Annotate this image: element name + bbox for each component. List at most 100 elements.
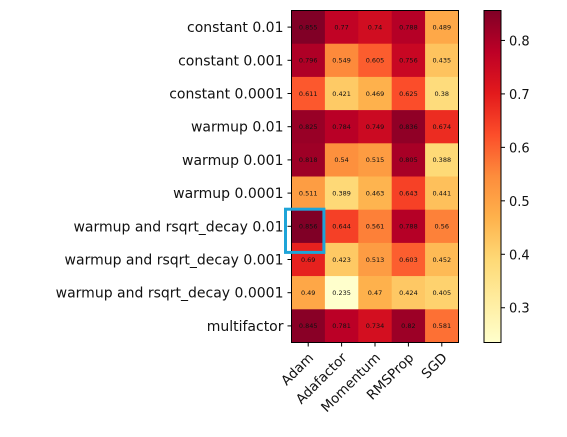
cell-value-label: 0.388 — [432, 156, 451, 164]
heatmap-cell — [425, 10, 459, 44]
cell-value-label: 0.818 — [299, 156, 318, 164]
cell-value-label: 0.805 — [399, 156, 418, 164]
heatmap-cell — [425, 76, 459, 111]
heatmap-cell — [425, 242, 459, 277]
row-label: multifactor — [207, 319, 284, 335]
cell-value-label: 0.855 — [299, 23, 318, 31]
heatmap-cell — [358, 176, 392, 210]
cell-value-label: 0.796 — [299, 57, 318, 65]
cell-value-label: 0.781 — [332, 322, 351, 330]
cell-value-label: 0.69 — [301, 256, 315, 264]
colorbar-tick-label: 0.4 — [509, 248, 530, 263]
heatmap-cell — [291, 76, 326, 111]
colorbar-gradient — [483, 10, 502, 343]
heatmap-cell — [291, 309, 326, 343]
heatmap-cell — [324, 242, 359, 277]
cell-value-label: 0.389 — [332, 189, 351, 197]
cell-value-label: 0.56 — [435, 223, 449, 231]
cell-value-label: 0.511 — [299, 189, 318, 197]
cell-value-label: 0.756 — [399, 57, 418, 65]
cell-value-label: 0.405 — [432, 289, 451, 297]
heatmap-cell — [425, 276, 459, 310]
heatmap-cell — [291, 10, 326, 44]
heatmap-cell — [391, 143, 426, 177]
cell-value-label: 0.603 — [399, 256, 418, 264]
heatmap-cell — [358, 309, 392, 343]
cell-value-label: 0.611 — [299, 90, 318, 98]
heatmap-cell — [391, 76, 426, 111]
heatmap-cell — [291, 143, 326, 177]
cell-value-label: 0.845 — [299, 322, 318, 330]
cell-value-label: 0.625 — [399, 90, 418, 98]
heatmap-cell — [291, 176, 326, 210]
heatmap-cell — [291, 209, 326, 244]
row-label: warmup 0.0001 — [173, 186, 283, 202]
heatmap-cell — [391, 309, 426, 343]
heatmap-cells — [291, 10, 459, 343]
cell-value-label: 0.38 — [435, 90, 449, 98]
cell-value-label: 0.49 — [301, 289, 315, 297]
cell-value-label: 0.825 — [299, 123, 318, 131]
heatmap-cell — [324, 143, 359, 177]
column-label: SGD — [418, 350, 450, 382]
heatmap-cell — [391, 276, 426, 310]
row-label: warmup and rsqrt_decay 0.001 — [65, 253, 284, 269]
cell-value-label: 0.549 — [332, 57, 351, 65]
cell-value-label: 0.734 — [366, 322, 385, 330]
colorbar: 0.3 0.4 0.5 0.6 0.7 0.8 — [483, 10, 530, 343]
cell-value-label: 0.463 — [366, 189, 385, 197]
cell-value-label: 0.856 — [299, 223, 318, 231]
cell-value-label: 0.469 — [366, 90, 385, 98]
heatmap-cell — [358, 242, 392, 277]
highlight-box — [284, 207, 326, 254]
cell-value-label: 0.74 — [368, 23, 382, 31]
heatmap-cell-labels: 0.855 0.77 0.74 0.788 0.489 0.796 0.549 0.605 0.… — [299, 23, 451, 330]
heatmap-cell — [358, 209, 392, 244]
cell-value-label: 0.424 — [399, 289, 418, 297]
cell-value-label: 0.788 — [399, 23, 418, 31]
colorbar-tick-label: 0.6 — [509, 141, 530, 156]
row-labels: constant 0.01 constant 0.001 constant 0.00… — [56, 20, 292, 335]
heatmap-cell — [425, 209, 459, 244]
heatmap-cell — [291, 242, 326, 277]
row-label: warmup and rsqrt_decay 0.01 — [73, 219, 283, 235]
row-label: warmup 0.01 — [191, 120, 284, 136]
cell-value-label: 0.77 — [334, 23, 348, 31]
colorbar-tick-label: 0.5 — [509, 195, 530, 210]
heatmap-cell — [425, 176, 459, 210]
heatmap-cell — [358, 143, 392, 177]
cell-value-label: 0.489 — [432, 23, 451, 31]
heatmap-cell — [324, 110, 359, 144]
colorbar-tick-label: 0.3 — [509, 302, 530, 317]
heatmap-cell — [425, 43, 459, 78]
heatmap-cell — [391, 242, 426, 277]
heatmap-cell — [358, 110, 392, 144]
cell-value-label: 0.47 — [368, 289, 382, 297]
colorbar-ticks: 0.3 0.4 0.5 0.6 0.7 0.8 — [501, 34, 530, 317]
heatmap-cell — [391, 43, 426, 78]
row-label: constant 0.0001 — [169, 87, 283, 103]
cell-value-label: 0.605 — [366, 57, 385, 65]
cell-value-label: 0.749 — [366, 123, 385, 131]
colorbar-tick-label: 0.7 — [509, 88, 530, 103]
heatmap-cell — [291, 110, 326, 144]
heatmap-cell — [324, 276, 359, 310]
heatmap-cell — [324, 76, 359, 111]
cell-value-label: 0.452 — [432, 256, 451, 264]
cell-value-label: 0.423 — [332, 256, 351, 264]
heatmap-cell — [425, 110, 459, 144]
cell-value-label: 0.421 — [332, 90, 351, 98]
cell-value-label: 0.441 — [432, 189, 451, 197]
cell-value-label: 0.836 — [399, 123, 418, 131]
cell-value-label: 0.674 — [432, 123, 451, 131]
heatmap-cell — [324, 43, 359, 78]
heatmap-cell — [291, 276, 326, 310]
heatmap-cell — [358, 276, 392, 310]
cell-value-label: 0.644 — [332, 223, 351, 231]
heatmap-cell — [391, 209, 426, 244]
cell-value-label: 0.54 — [334, 156, 348, 164]
heatmap-cell — [425, 309, 459, 343]
heatmap-cell — [391, 176, 426, 210]
cell-value-label: 0.561 — [366, 223, 385, 231]
heatmap-cell — [358, 43, 392, 78]
